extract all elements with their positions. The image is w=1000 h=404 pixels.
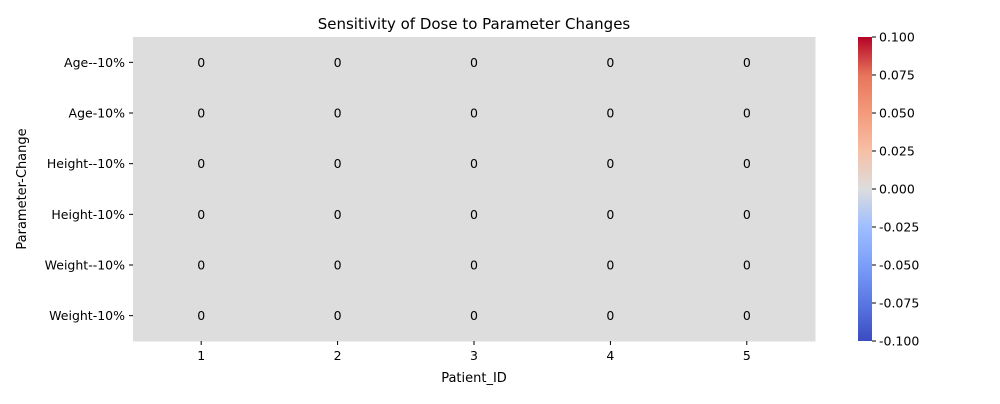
y-tick-label: Age--10%	[64, 55, 125, 70]
heatmap-cell	[542, 290, 680, 342]
cell-value-label: 0	[334, 156, 342, 171]
colorbar-tick-label: -0.075	[879, 296, 919, 311]
x-axis-label: Patient_ID	[441, 371, 507, 386]
colorbar-ticks: -0.100 -0.075 -0.050 -0.025 0.000 0.025 0.050 0…	[872, 30, 919, 349]
y-tick-label: Weight-10%	[49, 308, 125, 323]
cell-value-label: 0	[606, 55, 614, 70]
heatmap-cells: 0 0 0 0 0 0 0 0 0 0 0 0 0 0 0 0 0 0 0 0 0 0 0 0 0 0 0 0 0 0	[133, 37, 816, 342]
cell-value-label: 0	[743, 156, 751, 171]
heatmap-cell	[542, 37, 680, 89]
cell-value-label: 0	[606, 308, 614, 323]
heatmap-cell	[405, 290, 543, 342]
cell-value-label: 0	[470, 55, 478, 70]
heatmap-cell	[133, 87, 270, 139]
colorbar-tick-label: -0.100	[879, 334, 919, 349]
cell-value-label: 0	[606, 207, 614, 222]
x-axis: 1 2 3 4 5	[197, 341, 751, 363]
cell-value-label: 0	[743, 55, 751, 70]
cell-value-label: 0	[197, 258, 205, 273]
cell-value-label: 0	[743, 258, 751, 273]
heatmap-cell	[678, 189, 816, 241]
colorbar-tick-label: 0.100	[879, 30, 915, 45]
heatmap-cell	[542, 189, 680, 241]
cell-value-label: 0	[743, 207, 751, 222]
cell-value-label: 0	[334, 106, 342, 121]
cell-value-label: 0	[334, 308, 342, 323]
y-tick-label: Age-10%	[69, 106, 126, 121]
y-tick-label: Height-10%	[51, 207, 125, 222]
heatmap-cell	[678, 37, 816, 89]
colorbar-tick-label: -0.050	[879, 258, 919, 273]
cell-value-label: 0	[197, 156, 205, 171]
heatmap-cell	[269, 189, 407, 241]
y-tick-label: Height--10%	[47, 156, 125, 171]
cell-value-label: 0	[334, 207, 342, 222]
cell-value-label: 0	[470, 106, 478, 121]
cell-value-label: 0	[197, 55, 205, 70]
heatmap-cell	[269, 290, 407, 342]
colorbar-tick-label: 0.050	[879, 106, 915, 121]
heatmap-cell	[405, 87, 543, 139]
x-tick-label: 5	[743, 348, 751, 363]
cell-value-label: 0	[606, 156, 614, 171]
colorbar-tick-label: 0.075	[879, 68, 915, 83]
heatmap-cell	[269, 87, 407, 139]
x-tick-label: 3	[470, 348, 478, 363]
colorbar-tick-label: 0.025	[879, 144, 915, 159]
heatmap-cell	[678, 87, 816, 139]
cell-value-label: 0	[470, 156, 478, 171]
cell-value-label: 0	[470, 308, 478, 323]
cell-value-label: 0	[606, 258, 614, 273]
heatmap-cell	[405, 37, 543, 89]
x-tick-label: 2	[334, 348, 342, 363]
heatmap-cell	[405, 138, 543, 190]
cell-value-label: 0	[197, 106, 205, 121]
heatmap-cell	[133, 37, 270, 89]
heatmap-cell	[133, 239, 270, 291]
heatmap-cell	[269, 239, 407, 291]
heatmap-cell	[542, 239, 680, 291]
colorbar-tick-label: -0.025	[879, 220, 919, 235]
heatmap-cell	[405, 239, 543, 291]
cell-value-label: 0	[606, 106, 614, 121]
heatmap-cell	[678, 290, 816, 342]
heatmap-cell	[133, 290, 270, 342]
heatmap-cell	[542, 138, 680, 190]
heatmap-cell	[678, 239, 816, 291]
y-tick-label: Weight--10%	[45, 258, 125, 273]
x-tick-label: 1	[197, 348, 205, 363]
cell-value-label: 0	[470, 258, 478, 273]
heatmap-cell	[405, 189, 543, 241]
colorbar-tick-label: 0.000	[879, 182, 915, 197]
heatmap-cell	[269, 138, 407, 190]
y-axis-label: Parameter-Change	[15, 128, 30, 249]
cell-value-label: 0	[334, 258, 342, 273]
heatmap-cell	[133, 189, 270, 241]
cell-value-label: 0	[743, 106, 751, 121]
chart-title: Sensitivity of Dose to Parameter Changes	[318, 15, 631, 33]
cell-value-label: 0	[470, 207, 478, 222]
heatmap-cell	[133, 138, 270, 190]
cell-value-label: 0	[197, 207, 205, 222]
x-tick-label: 4	[606, 348, 614, 363]
cell-value-label: 0	[334, 55, 342, 70]
cell-value-label: 0	[743, 308, 751, 323]
heatmap-cell	[269, 37, 407, 89]
heatmap-cell	[678, 138, 816, 190]
colorbar	[858, 37, 872, 341]
y-axis: Age--10% Age-10% Height--10% Height-10% Weig…	[45, 55, 133, 323]
cell-value-label: 0	[197, 308, 205, 323]
heatmap-cell	[542, 87, 680, 139]
